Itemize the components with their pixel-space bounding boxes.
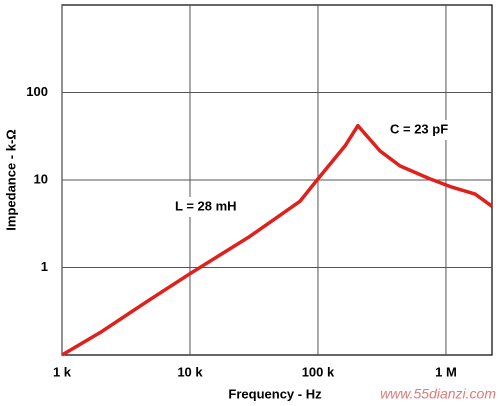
annotation-bg [171,197,253,217]
x-tick-label: 1 k [53,364,72,379]
annotation: L = 28 mH [175,198,237,213]
y-tick-label: 1 [41,259,48,274]
x-tick-label: 10 k [177,364,203,379]
line-series [61,123,494,357]
y-axis-title: Impedance - k-Ω [3,129,18,230]
annotation: C = 23 pF [390,121,448,136]
y-tick-label: 100 [26,84,48,99]
y-tick-label: 10 [34,171,48,186]
x-tick-label: 100 k [302,364,335,379]
watermark: www.55dianzi.com [380,386,496,402]
x-tick-label: 1 M [435,364,457,379]
x-axis-title: Frequency - Hz [228,386,322,401]
annotation-bg [386,120,468,140]
